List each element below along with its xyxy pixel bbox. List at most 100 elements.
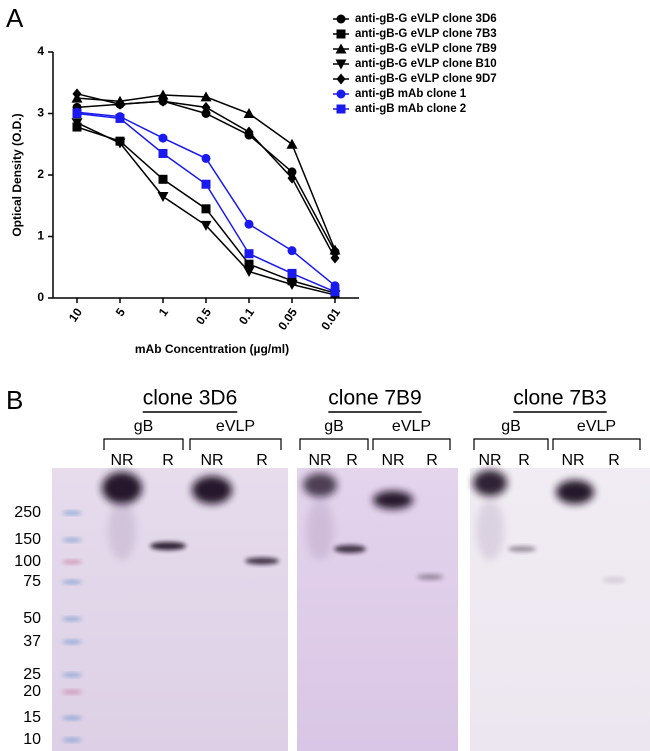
- lane-label: NR: [110, 452, 133, 469]
- marker: [244, 126, 254, 138]
- legend-label: anti-gB mAb clone 2: [355, 103, 466, 115]
- marker: [330, 252, 340, 264]
- marker-label: 50: [23, 610, 41, 627]
- marker: [158, 174, 168, 184]
- marker: [201, 109, 211, 118]
- blot-band: [334, 545, 366, 553]
- marker-label: 25: [23, 666, 41, 683]
- group-label: gB: [501, 418, 521, 435]
- marker: [336, 14, 346, 24]
- group-label: eVLP: [216, 418, 255, 435]
- group-label: eVLP: [392, 418, 431, 435]
- ladder-band: [62, 690, 82, 694]
- marker: [201, 153, 211, 163]
- x-axis-label: mAb Concentration (µg/ml): [135, 342, 289, 356]
- group-bracket: [189, 438, 282, 450]
- marker: [158, 95, 168, 107]
- legend-label: anti-gB-G eVLP clone 7B9: [355, 43, 497, 55]
- marker: [157, 89, 169, 100]
- blot-band: [102, 472, 142, 504]
- lane-label: NR: [308, 452, 331, 469]
- blot-smear: [108, 500, 136, 560]
- marker: [336, 29, 346, 39]
- lane-label: R: [346, 452, 358, 469]
- y-axis-label: Optical Density (O.D.): [10, 113, 24, 236]
- marker: [114, 138, 126, 149]
- blot-title: clone 7B3: [513, 387, 606, 410]
- ladder-band: [62, 538, 82, 542]
- ladder-band: [62, 560, 82, 564]
- lane-label: NR: [381, 452, 404, 469]
- lane-label: R: [162, 452, 174, 469]
- marker-label: 10: [23, 731, 41, 748]
- x-tick-label: 10: [66, 305, 85, 324]
- marker-label: 250: [14, 504, 41, 521]
- marker-label: 20: [23, 683, 41, 700]
- marker: [115, 113, 125, 123]
- x-tick-label: 0.05: [275, 305, 300, 332]
- blot-band: [556, 480, 594, 504]
- marker: [158, 133, 168, 143]
- blot-smear: [306, 500, 334, 560]
- group-label: eVLP: [577, 418, 616, 435]
- group-label: gB: [134, 418, 154, 435]
- blot-band: [508, 546, 536, 552]
- x-tick-label: 5: [113, 305, 128, 319]
- marker: [287, 172, 297, 184]
- marker: [244, 259, 254, 269]
- y-tick-label: 4: [37, 44, 44, 58]
- blot-band: [192, 476, 232, 504]
- legend-label: anti-gB-G eVLP clone 7B3: [355, 28, 497, 40]
- legend-label: anti-gB-G eVLP clone B10: [355, 58, 497, 70]
- x-tick-label: 0.1: [236, 305, 257, 327]
- blot-band: [417, 574, 443, 580]
- marker: [335, 43, 347, 54]
- blot-band: [303, 473, 337, 497]
- marker: [336, 104, 346, 114]
- blot-title: clone 3D6: [143, 387, 238, 410]
- group-bracket: [372, 438, 451, 450]
- ladder-band: [62, 673, 82, 677]
- blot-band: [373, 491, 413, 509]
- marker: [336, 89, 346, 99]
- marker: [330, 287, 340, 297]
- y-tick-label: 3: [37, 106, 44, 120]
- group-label: gB: [324, 418, 344, 435]
- legend-label: anti-gB mAb clone 1: [355, 88, 467, 100]
- marker: [72, 109, 82, 118]
- y-tick-label: 1: [37, 229, 44, 243]
- marker: [244, 219, 254, 229]
- marker: [287, 246, 297, 256]
- marker: [157, 192, 169, 203]
- blot-band: [473, 470, 507, 496]
- blot-title: clone 7B9: [328, 387, 421, 410]
- lane-label: R: [256, 452, 268, 469]
- ladder-band: [62, 640, 82, 644]
- legend-label: anti-gB-G eVLP clone 9D7: [355, 73, 497, 85]
- marker: [243, 108, 255, 118]
- panel-label: A: [6, 3, 24, 33]
- ladder-band: [62, 738, 82, 742]
- marker-label: 100: [14, 553, 41, 570]
- lane-label: NR: [561, 452, 584, 469]
- lane-label: R: [518, 452, 530, 469]
- group-bracket: [473, 438, 549, 450]
- ladder-band: [62, 617, 82, 621]
- lane-label: R: [426, 452, 438, 469]
- blot-band: [245, 557, 279, 565]
- marker: [286, 138, 298, 149]
- marker: [287, 268, 297, 278]
- marker: [335, 59, 347, 70]
- marker-label: 150: [14, 531, 41, 548]
- marker: [158, 148, 168, 158]
- lane-label: NR: [478, 452, 501, 469]
- blot-band: [602, 577, 626, 583]
- group-bracket: [299, 438, 369, 450]
- group-bracket: [103, 438, 184, 450]
- y-tick-label: 2: [37, 167, 44, 181]
- legend-label: anti-gB-G eVLP clone 3D6: [355, 13, 497, 25]
- marker: [71, 118, 83, 129]
- ladder-band: [62, 511, 82, 515]
- marker-label: 37: [23, 633, 41, 650]
